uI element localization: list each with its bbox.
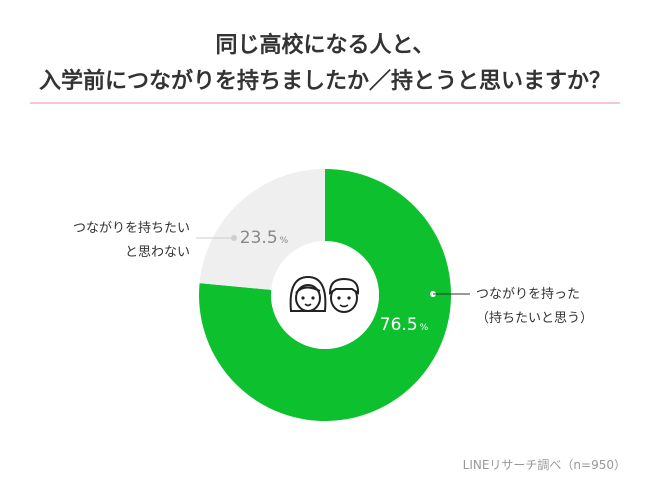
girl-bangs — [295, 286, 321, 294]
category-label-yes-line-2: （持ちたいと思う） — [476, 311, 593, 326]
boy-mouth — [339, 304, 349, 308]
value-label-no-number: 23.5 — [240, 228, 278, 248]
boy-eye-right — [347, 296, 351, 300]
girl-face-icon — [289, 275, 327, 312]
girl-eye-right — [311, 296, 315, 300]
slices-group — [199, 169, 452, 422]
boy-face-icon — [328, 277, 360, 313]
source-note: LINEリサーチ調べ（n=950） — [462, 458, 626, 472]
category-label-yes-line-1: つながりを持った — [476, 287, 580, 302]
value-label-yes-number: 76.5 — [380, 315, 418, 335]
girl-mouth — [304, 303, 312, 307]
value-label-no: 23.5% — [240, 228, 289, 248]
value-label-yes: 76.5% — [380, 315, 429, 335]
girl-eye-left — [301, 296, 305, 300]
boy-eye-left — [337, 296, 341, 300]
title-divider — [30, 102, 620, 104]
center-icons — [271, 241, 379, 349]
labels-group: 76.5 % つながりを持った （持ちたいと思う） 23.5 % つながりを持ちたいと思わな… — [73, 221, 593, 335]
chart-title: 同じ高校になる人と、 入学前につながりを持ちましたか／持とうと思いますか？ — [0, 28, 650, 100]
value-label-yes-unit: % — [420, 323, 429, 333]
category-label-no-line-1: つながりを持ちたい — [73, 221, 190, 236]
title-line-2: 入学前につながりを持ちましたか／持とうと思いますか？ — [38, 69, 611, 94]
slice-yes — [199, 169, 452, 422]
girl-face — [295, 284, 321, 312]
title-line-1: 同じ高校になる人と、 — [215, 33, 435, 58]
boy-hair — [328, 277, 360, 295]
category-label-no-line-2: と思わない — [125, 245, 190, 260]
slice-no — [199, 169, 325, 290]
value-label-no-unit: % — [280, 236, 289, 246]
